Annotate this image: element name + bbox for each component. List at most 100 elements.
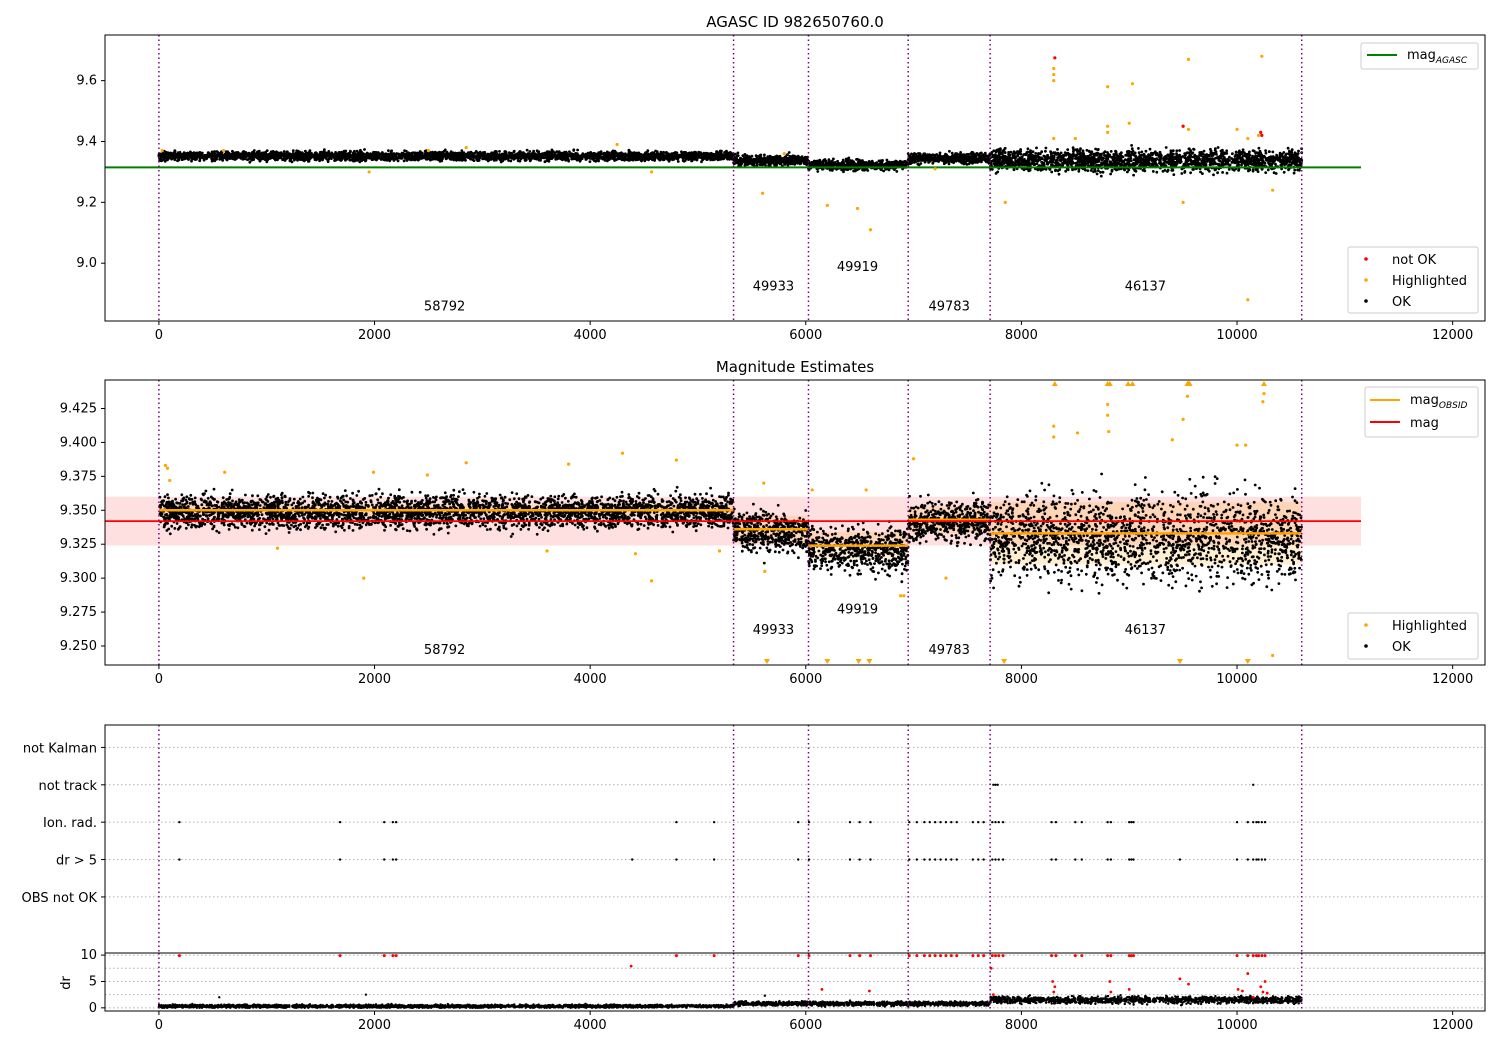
ok-point — [903, 160, 907, 163]
ok-point — [455, 155, 458, 158]
ok-point — [635, 153, 638, 157]
ok-point — [524, 153, 528, 156]
ok-point — [551, 156, 554, 160]
ok-point — [236, 152, 240, 155]
ok-point — [882, 169, 885, 173]
ok-point — [491, 154, 495, 158]
ok-point — [331, 154, 335, 158]
ok-point — [165, 155, 168, 159]
ok-point — [974, 154, 978, 158]
ok-point — [363, 155, 366, 158]
ok-point — [951, 157, 955, 161]
ok-point — [608, 151, 611, 155]
ok-point — [348, 158, 352, 162]
ok-point — [826, 162, 830, 166]
ok-point — [913, 157, 917, 161]
ok-point — [783, 162, 787, 166]
ok-point — [308, 149, 312, 153]
ok-point — [190, 159, 193, 163]
ok-point — [947, 162, 951, 166]
ok-point — [869, 160, 873, 164]
ok-point — [858, 158, 861, 162]
ok-point — [860, 160, 864, 164]
ok-point — [467, 152, 471, 156]
ok-point — [527, 154, 531, 158]
ok-point — [953, 155, 957, 158]
ok-point — [628, 150, 632, 154]
ok-point — [618, 157, 622, 161]
ok-point — [588, 160, 592, 164]
ok-point — [220, 154, 224, 158]
ok-point — [242, 151, 246, 155]
ok-point — [393, 153, 396, 157]
ok-point — [373, 153, 376, 157]
ok-point — [496, 154, 499, 158]
ok-point — [445, 156, 449, 160]
ok-point — [384, 152, 387, 156]
ok-point — [252, 149, 256, 152]
ok-point — [958, 160, 961, 163]
ok-point — [477, 159, 481, 162]
ok-point — [471, 158, 475, 162]
ok-point — [776, 155, 780, 159]
ok-point — [790, 159, 794, 163]
ok-point — [950, 151, 954, 155]
ok-point — [525, 148, 529, 152]
ok-point — [908, 160, 912, 164]
ok-point — [758, 159, 762, 163]
ok-point — [251, 158, 255, 162]
ok-point — [638, 154, 642, 158]
ok-point — [512, 149, 516, 153]
ok-point — [344, 149, 348, 153]
ok-point — [413, 152, 417, 156]
ok-point — [575, 152, 579, 156]
ok-point — [460, 157, 464, 161]
ok-point — [352, 152, 355, 155]
ok-point — [282, 150, 286, 153]
ok-point — [612, 157, 616, 161]
ok-point — [616, 157, 620, 161]
ok-point — [854, 168, 858, 172]
ok-point — [198, 151, 202, 154]
ok-point — [861, 168, 865, 172]
ok-point — [407, 157, 411, 161]
ok-point — [716, 151, 720, 155]
ok-point — [734, 160, 738, 163]
ok-point — [887, 168, 891, 172]
ok-point — [291, 149, 295, 153]
ok-point — [303, 158, 306, 162]
ok-point — [787, 151, 791, 154]
ok-point — [178, 155, 182, 159]
ok-point — [570, 157, 574, 161]
ok-point — [971, 161, 974, 165]
ok-point — [745, 155, 749, 158]
ok-point — [183, 152, 187, 156]
ok-point — [327, 157, 331, 161]
ok-point — [385, 158, 389, 162]
ok-point — [922, 158, 926, 162]
ok-point — [509, 155, 512, 159]
ok-point — [403, 149, 406, 153]
ok-point — [179, 152, 183, 156]
ok-point — [1096, 169, 1100, 173]
ok-point — [931, 161, 935, 165]
ok-point — [816, 170, 820, 173]
ok-point — [964, 162, 968, 165]
ok-point — [760, 163, 764, 167]
ok-point — [356, 151, 360, 155]
ok-point — [702, 156, 705, 160]
ok-point — [823, 158, 827, 161]
ok-point — [200, 151, 204, 155]
ok-point — [775, 161, 778, 165]
ok-point — [167, 153, 171, 157]
ok-point — [1026, 147, 1030, 151]
ok-point — [599, 150, 603, 154]
ok-point — [880, 160, 884, 164]
ok-point — [895, 170, 899, 173]
ok-point — [400, 156, 403, 160]
ok-point — [661, 157, 664, 161]
ok-point — [970, 150, 974, 154]
ok-point — [768, 155, 771, 159]
ok-point — [437, 157, 441, 161]
ok-point — [947, 158, 951, 161]
